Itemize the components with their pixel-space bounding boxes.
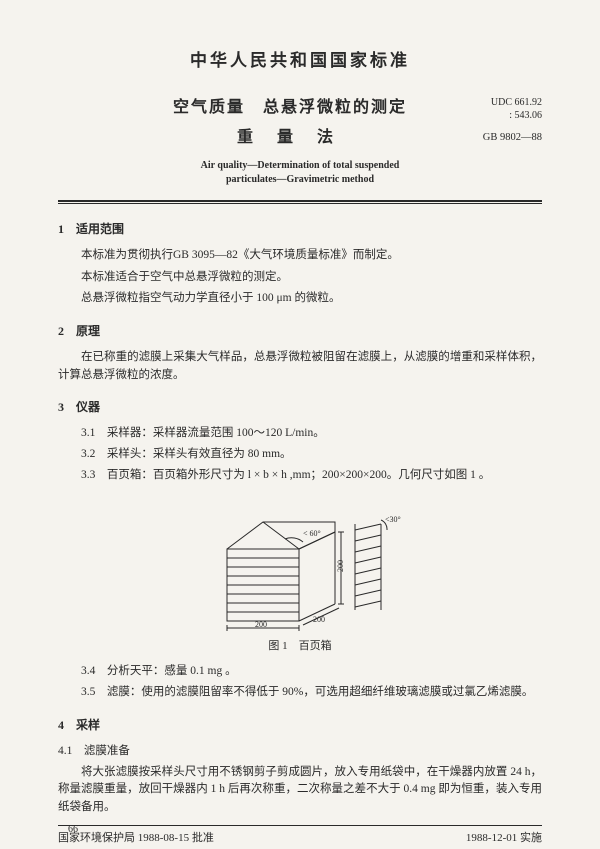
s1-p3: 总悬浮微粒指空气动力学直径小于 100 μm 的微粒。 [58,290,542,308]
section-4-heading: 4 采样 [58,716,542,735]
udc-codes: UDC 661.92 : 543.06 [462,96,542,122]
divider-thin [58,203,542,204]
s3-i3: 3.3 百页箱：百页箱外形尺寸为 l × b × h ,mm；200×200×2… [58,467,542,485]
divider-thick [58,200,542,202]
dim-200c: 200 [336,560,345,572]
s1-p1: 本标准为贯彻执行GB 3095—82《大气环境质量标准》而制定。 [58,247,542,265]
footer-right: 1988-12-01 实施 [466,830,542,847]
dim-200a: 200 [255,620,267,629]
figure-1-caption: 图 1 百页箱 [58,638,542,655]
s3-i2: 3.2 采样头：采样头有效直径为 80 mm。 [58,446,542,464]
angle-30: <30° [385,515,401,524]
title-row: 空气质量 总悬浮微粒的测定 UDC 661.92 : 543.06 [58,96,542,122]
dim-200b: 200 [313,615,325,624]
figure-1: 200 200 200 < 60° <30° [58,494,542,634]
section-1-heading: 1 适用范围 [58,220,542,239]
s3-i1: 3.1 采样器：采样器流量范围 100～120 L/min。 [58,425,542,443]
s1-p2: 本标准适合于空气中总悬浮微粒的测定。 [58,269,542,287]
title-cn-line2: 重 量 法 [58,126,462,151]
section-2-heading: 2 原理 [58,322,542,341]
gb-code: GB 9802—88 [462,126,542,151]
title-en: Air quality—Determination of total suspe… [58,159,542,186]
udc-2: : 543.06 [462,109,542,122]
title-cn-line2-row: 重 量 法 GB 9802—88 [58,126,542,151]
s4-p1: 将大张滤膜按采样头尺寸用不锈钢剪子剪成圆片，放入专用纸袋中，在干燥器内放置 24… [58,764,542,817]
louver-box-diagram: 200 200 200 < 60° <30° [185,494,415,634]
title-cn-line1: 空气质量 总悬浮微粒的测定 [58,96,462,121]
footer-left: 国家环境保护局 1988-08-15 批准 [58,830,214,847]
s3-i5: 3.5 滤膜：使用的滤膜阻留率不得低于 90%，可选用超细纤维玻璃滤膜或过氯乙烯… [58,684,542,702]
page-number: 66 [68,822,78,838]
s3-i4: 3.4 分析天平：感量 0.1 mg 。 [58,663,542,681]
title-en-l1: Air quality—Determination of total suspe… [58,159,542,173]
national-standard-header: 中华人民共和国国家标准 [58,48,542,74]
s4-sub-heading: 4.1 滤膜准备 [58,743,542,761]
section-3-heading: 3 仪器 [58,398,542,417]
title-en-l2: particulates—Gravimetric method [58,173,542,187]
udc-1: UDC 661.92 [462,96,542,109]
angle-60: < 60° [303,529,321,538]
s2-p1: 在已称重的滤膜上采集大气样品，总悬浮微粒被阻留在滤膜上，从滤膜的增重和采样体积，… [58,349,542,385]
footer: 国家环境保护局 1988-08-15 批准 1988-12-01 实施 [58,825,542,847]
